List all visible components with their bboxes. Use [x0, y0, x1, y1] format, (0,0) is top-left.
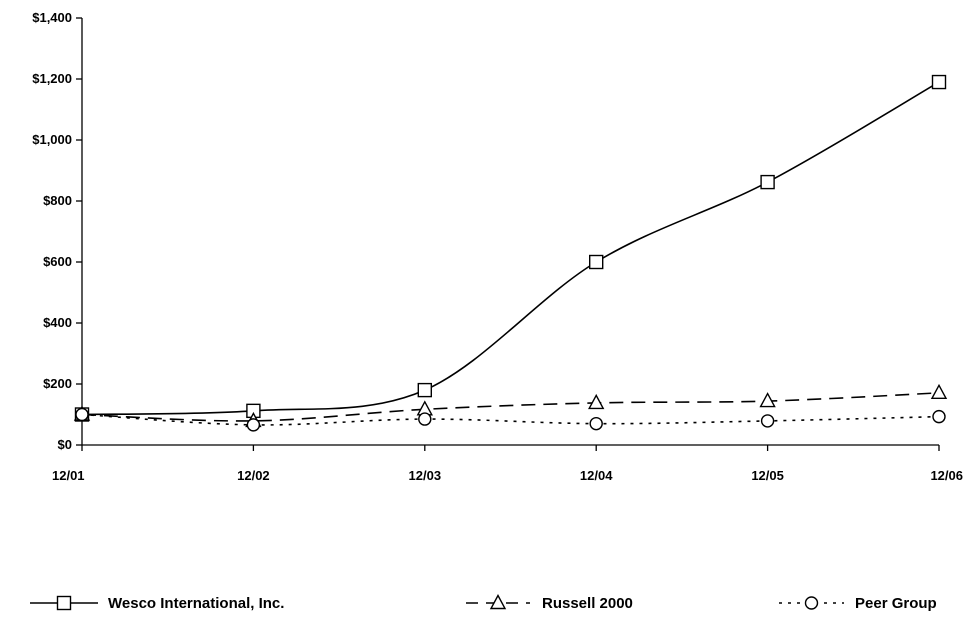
data-point-circle: [75, 407, 89, 422]
legend-marker-square: [56, 595, 72, 611]
series-circle-group: [75, 407, 946, 432]
data-point-circle: [760, 414, 775, 428]
series-line: [81, 413, 940, 426]
data-point-square: [760, 174, 775, 190]
series-line: [81, 81, 940, 416]
series-layer: [73, 74, 948, 432]
data-point-circle: [246, 418, 261, 432]
y-tick-label: $1,000: [32, 132, 72, 147]
x-tick-label: 12/06: [930, 468, 963, 483]
axes: $0 $200 $400 $600 $800 $1,000 $1,200 $1,400 12/0…: [32, 10, 963, 483]
series-square-group: [74, 74, 947, 422]
x-tick-label: 12/04: [580, 468, 613, 483]
x-tick-label: 12/03: [409, 468, 442, 483]
legend-marker-triangle: [489, 594, 507, 610]
legend-label: Peer Group: [855, 595, 937, 612]
data-point-triangle: [759, 392, 776, 408]
y-tick-label: $800: [43, 193, 72, 208]
series-line: [81, 392, 940, 422]
data-point-triangle: [588, 393, 605, 410]
data-point-circle: [418, 412, 432, 426]
y-tick-label: $1,400: [32, 10, 72, 25]
y-tick-label: $600: [43, 254, 72, 269]
data-point-circle: [589, 416, 603, 431]
data-point-square: [417, 382, 432, 398]
legend-label: Wesco International, Inc.: [108, 595, 284, 612]
x-tick-label: 12/01: [52, 468, 85, 483]
y-tick-label: $0: [58, 437, 72, 452]
y-tick-label: $1,200: [32, 71, 72, 86]
legend: Wesco International, Inc. Russell 2000 Pee…: [30, 594, 937, 612]
legend-item: Wesco International, Inc.: [30, 595, 284, 612]
data-point-square: [589, 254, 604, 270]
y-tick-label: $200: [43, 376, 72, 391]
x-tick-label: 12/05: [751, 468, 784, 483]
data-point-triangle: [930, 383, 948, 400]
legend-label: Russell 2000: [542, 595, 633, 612]
legend-item: Russell 2000: [466, 594, 633, 612]
legend-item: Peer Group: [779, 595, 937, 612]
y-tick-label: $400: [43, 315, 72, 330]
legend-marker-circle: [804, 596, 819, 610]
x-tick-label: 12/02: [237, 468, 270, 483]
data-point-circle: [932, 409, 946, 424]
series-triangle-group: [73, 383, 948, 428]
data-point-square: [931, 74, 947, 90]
